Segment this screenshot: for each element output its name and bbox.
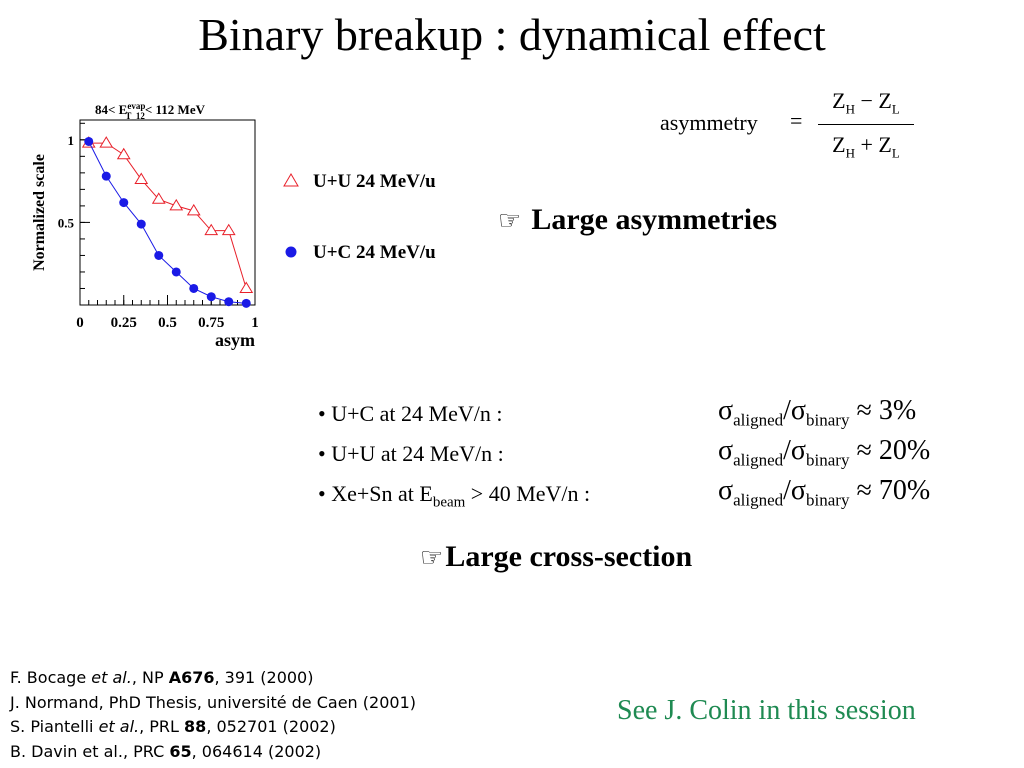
legend-label: U+U 24 MeV/u bbox=[313, 171, 436, 192]
uu-data-point bbox=[239, 281, 254, 293]
reference-item: F. Bocage et al., NP A676, 391 (2000) bbox=[10, 668, 314, 687]
comparison-ratio: σaligned/σbinary ≈ 3% bbox=[718, 395, 917, 430]
point-large-asymmetries: ☞ Large asymmetries bbox=[498, 203, 777, 237]
y-axis-label: Normalized scale bbox=[31, 154, 48, 271]
chart-title: 84< Eevap T_12< 112 MeV bbox=[95, 101, 206, 121]
comparison-ratio: σaligned/σbinary ≈ 70% bbox=[718, 475, 931, 510]
formula-denominator: ZH + ZL bbox=[832, 132, 900, 161]
uu-data-point bbox=[99, 136, 114, 148]
point-text: Large cross-section bbox=[445, 540, 693, 573]
point-text: Large asymmetries bbox=[531, 203, 778, 236]
reference-item: B. Davin et al., PRC 65, 064614 (2002) bbox=[10, 741, 322, 761]
uu-data-point bbox=[221, 223, 236, 236]
plot-frame bbox=[79, 119, 256, 306]
y-tick-label: 0.5 bbox=[58, 215, 75, 230]
x-tick-label: 0.5 bbox=[158, 315, 177, 331]
reference-item: S. Piantelli et al., PRL 88, 052701 (200… bbox=[10, 717, 336, 736]
comparison-label: • U+U at 24 MeV/n : bbox=[318, 441, 504, 466]
x-tick-label: 0.75 bbox=[198, 315, 224, 331]
comparison-ratio: σaligned/σbinary ≈ 20% bbox=[718, 435, 931, 470]
legend-circle-icon bbox=[285, 246, 297, 258]
formula-equals: = bbox=[790, 108, 803, 133]
asymmetry-formula: asymmetry = ZH − ZL ZH + ZL bbox=[660, 88, 960, 163]
y-tick-label: 1 bbox=[68, 133, 75, 148]
uc-data-point bbox=[224, 297, 234, 307]
comparison-label: • Xe+Sn at Ebeam > 40 MeV/n : bbox=[318, 481, 591, 511]
uc-data-point bbox=[101, 171, 111, 181]
uc-data-point bbox=[136, 219, 146, 229]
reference-item: J. Normand, PhD Thesis, université de Ca… bbox=[10, 692, 416, 712]
uc-data-point bbox=[206, 292, 216, 302]
uc-data-point bbox=[84, 136, 94, 146]
x-axis-label: asym bbox=[215, 330, 255, 350]
uc-data-point bbox=[171, 267, 181, 277]
uc-data-point bbox=[154, 250, 164, 260]
comparison-label: • U+C at 24 MeV/n : bbox=[318, 401, 503, 426]
pointing-hand-icon: ☞ bbox=[498, 206, 522, 235]
point-large-cross-section: ☞Large cross-section bbox=[420, 540, 692, 574]
series-line bbox=[88, 141, 247, 304]
uc-data-point bbox=[241, 298, 251, 308]
formula-lhs: asymmetry bbox=[660, 110, 758, 135]
formula-numerator: ZH − ZL bbox=[832, 88, 900, 117]
series-line bbox=[88, 142, 247, 289]
slide-title: Binary breakup : dynamical effect bbox=[198, 9, 826, 60]
legend-triangle-icon bbox=[283, 173, 299, 187]
uu-data-point bbox=[116, 147, 131, 160]
fraction-bar bbox=[818, 124, 914, 125]
uc-data-point bbox=[119, 198, 129, 208]
see-also-note: See J. Colin in this session bbox=[617, 695, 916, 726]
references: F. Bocage et al., NP A676, 391 (2000) J.… bbox=[10, 666, 416, 764]
x-tick-label: 0 bbox=[76, 315, 84, 331]
uc-data-point bbox=[189, 283, 199, 293]
uu-data-point bbox=[151, 192, 166, 204]
pointing-hand-icon: ☞ bbox=[420, 543, 444, 572]
uu-data-point bbox=[134, 172, 149, 184]
x-tick-label: 1 bbox=[251, 315, 259, 331]
x-tick-label: 0.25 bbox=[111, 315, 137, 331]
uu-data-point bbox=[186, 203, 201, 216]
legend-label: U+C 24 MeV/u bbox=[313, 242, 436, 263]
uu-data-point bbox=[204, 223, 219, 236]
uu-data-point bbox=[169, 198, 184, 211]
